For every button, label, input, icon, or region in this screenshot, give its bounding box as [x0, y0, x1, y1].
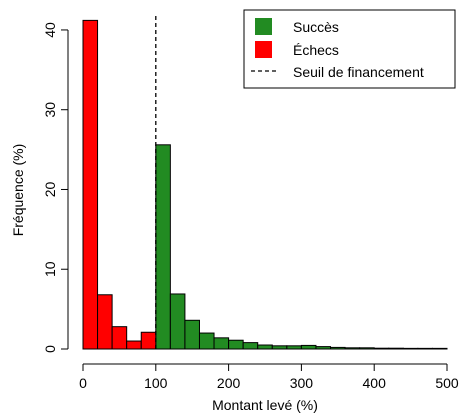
failure-bar-0 [82, 19, 99, 350]
legend-swatch-failure [255, 41, 272, 58]
x-tick-label: 400 [363, 375, 387, 391]
success-bar-8 [271, 345, 288, 350]
legend-swatch-success [255, 18, 272, 35]
legend-label-threshold: Seuil de financement [293, 64, 424, 80]
success-bar-17 [402, 347, 419, 350]
failure-bar-4 [140, 331, 157, 350]
success-bar-1 [169, 293, 186, 350]
success-bar-14 [359, 347, 375, 350]
legend-box [243, 9, 456, 89]
success-bar-10 [300, 344, 317, 350]
success-bar-7 [257, 344, 273, 350]
x-axis: 0 100 200 300 400 500 [79, 363, 459, 391]
x-tick-label: 300 [290, 375, 314, 391]
x-tick-label: 500 [435, 375, 459, 391]
y-tick-label: 40 [42, 22, 58, 38]
legend-label-failure: Échecs [293, 42, 339, 58]
legend-label-success: Succès [293, 19, 339, 35]
failure-bar-2 [111, 326, 128, 350]
x-tick-label: 0 [79, 375, 87, 391]
success-bar-4 [213, 337, 230, 350]
success-bar-13 [344, 347, 361, 350]
success-bar-16 [388, 347, 404, 350]
failure-bar-1 [97, 294, 113, 350]
success-bar-19 [431, 347, 448, 350]
y-tick-label: 10 [42, 261, 58, 277]
success-bar-6 [242, 342, 259, 350]
success-bar-12 [330, 346, 346, 350]
failure-bar-3 [126, 340, 142, 350]
y-tick-label: 20 [42, 181, 58, 197]
success-bar-18 [417, 347, 433, 350]
success-bar-5 [228, 339, 244, 350]
legend: Succès Échecs Seuil de financement [243, 9, 456, 89]
success-bar-0 [155, 144, 171, 350]
success-bar-11 [315, 346, 332, 350]
bars-layer [82, 19, 448, 350]
x-tick-label: 200 [217, 375, 241, 391]
x-axis-title: Montant levé (%) [212, 397, 318, 413]
y-tick-label: 0 [42, 345, 58, 353]
success-bar-15 [373, 347, 390, 350]
success-bar-9 [286, 345, 302, 350]
success-bar-3 [198, 332, 215, 350]
y-axis-title: Fréquence (%) [10, 144, 26, 237]
y-axis: 0 10 20 30 40 [42, 22, 69, 353]
x-tick-label: 100 [144, 375, 168, 391]
y-tick-label: 30 [42, 102, 58, 118]
success-bar-2 [184, 319, 200, 350]
